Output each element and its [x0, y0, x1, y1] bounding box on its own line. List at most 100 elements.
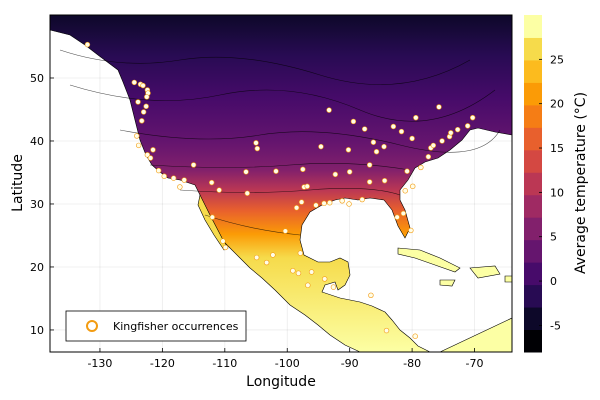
- colorbar-tick-label: -5: [550, 319, 561, 332]
- colorbar-band: [524, 59, 542, 83]
- colorbar-band: [524, 239, 542, 263]
- y-tick-label: 40: [30, 135, 44, 148]
- occurrence-point: [409, 135, 415, 142]
- colorbar-band: [524, 104, 542, 128]
- colorbar-band: [524, 15, 542, 38]
- occurrence-point: [330, 284, 337, 290]
- occurrence-point: [321, 200, 327, 207]
- north-america-land: [50, 15, 512, 352]
- y-tick-label: 10: [30, 324, 44, 337]
- colorbar-ticks: -5 0 5 10 15 20 25: [539, 53, 564, 332]
- occurrence-point: [263, 259, 270, 266]
- occurrence-point: [366, 162, 373, 168]
- occurrence-point: [418, 164, 424, 171]
- occurrence-point: [140, 82, 146, 89]
- plot-frame: [49, 14, 513, 353]
- colorbar-band: [524, 262, 542, 286]
- colorbar-band: [524, 284, 542, 308]
- occurrence-point: [390, 123, 397, 130]
- occurrence-point: [313, 202, 319, 208]
- occurrence-point: [412, 333, 418, 339]
- occurrence-point: [300, 166, 306, 173]
- occurrence-point: [290, 268, 296, 274]
- occurrence-point: [253, 140, 259, 146]
- occurrence-point: [220, 238, 226, 244]
- occurrence-point: [161, 173, 167, 179]
- occurrence-point: [339, 198, 345, 204]
- occurrence-point: [454, 126, 461, 133]
- occurrence-point: [244, 190, 250, 196]
- occurrence-point: [135, 142, 142, 149]
- occurrence-point: [143, 103, 149, 110]
- occurrence-point: [381, 177, 388, 184]
- colorbar-tick-label: 15: [550, 142, 564, 155]
- occurrence-point: [350, 118, 357, 125]
- occurrence-point: [297, 250, 304, 256]
- x-tick-label: -120: [150, 357, 175, 370]
- occurrence-point: [346, 201, 352, 207]
- colorbar-tick-label: 10: [550, 186, 564, 199]
- x-tick-label: -80: [403, 357, 421, 370]
- occurrence-point: [464, 123, 471, 129]
- occurrence-point: [361, 126, 368, 132]
- y-axis-label: Latitude: [10, 154, 26, 212]
- occurrence-point: [394, 214, 400, 220]
- legend-label: Kingfisher occurrences: [113, 320, 239, 333]
- occurrence-point: [326, 200, 333, 206]
- occurrence-point: [410, 183, 416, 190]
- occurrence-point: [216, 187, 222, 193]
- occurrence-point: [84, 41, 91, 48]
- occurrence-point: [254, 145, 260, 152]
- colorbar-tick-label: 25: [550, 53, 564, 66]
- occurrence-point: [155, 167, 162, 174]
- colorbar-label: Average temperature (°C): [573, 92, 589, 274]
- occurrence-point: [293, 205, 300, 211]
- occurrence-point: [413, 114, 419, 121]
- occurrence-point: [144, 152, 151, 158]
- jamaica: [439, 279, 456, 287]
- occurrence-point: [131, 79, 137, 86]
- baja-peninsula: [197, 194, 229, 251]
- occurrence-point: [270, 252, 276, 258]
- occurrence-point: [322, 276, 328, 282]
- occurrence-point: [305, 282, 311, 288]
- colorbar-band: [524, 37, 542, 61]
- y-axis-ticks: 10 20 30 40 50: [30, 72, 54, 337]
- occurrence-point: [400, 210, 407, 217]
- occurrence-point: [404, 168, 410, 174]
- occurrence-point: [359, 196, 365, 203]
- x-tick-label: -110: [212, 357, 237, 370]
- x-axis-ticks: -130 -120 -110 -100 -90 -80 -70: [87, 348, 484, 370]
- occurrence-point: [398, 128, 405, 135]
- x-tick-label: -90: [341, 357, 359, 370]
- occurrence-point: [135, 99, 141, 105]
- occurrence-point: [425, 154, 432, 160]
- colorbar-band: [524, 194, 542, 218]
- land-layer: [50, 15, 512, 352]
- occurrence-point: [150, 147, 156, 153]
- occurrence-point: [295, 270, 302, 276]
- x-axis-label: Longitude: [246, 374, 316, 390]
- occurrence-point: [448, 130, 454, 136]
- occurrence-point: [147, 155, 154, 161]
- colorbar-band: [524, 172, 542, 196]
- occurrence-point: [140, 109, 147, 115]
- south-america: [439, 317, 512, 352]
- occurrence-point: [326, 107, 332, 113]
- occurrence-points: [84, 41, 476, 339]
- colorbar-band: [524, 329, 542, 353]
- colorbar-band: [524, 307, 542, 331]
- y-tick-label: 50: [30, 72, 44, 85]
- occurrence-point: [170, 175, 177, 181]
- occurrence-point: [368, 292, 374, 299]
- x-tick-label: -70: [466, 357, 484, 370]
- x-tick-label: -130: [87, 357, 112, 370]
- occurrence-point: [408, 227, 414, 234]
- occurrence-point: [253, 254, 260, 261]
- hispaniola: [469, 265, 501, 279]
- occurrence-point: [222, 244, 229, 251]
- occurrence-point: [209, 214, 216, 220]
- occurrence-point: [304, 183, 310, 190]
- occurrence-point: [139, 118, 145, 124]
